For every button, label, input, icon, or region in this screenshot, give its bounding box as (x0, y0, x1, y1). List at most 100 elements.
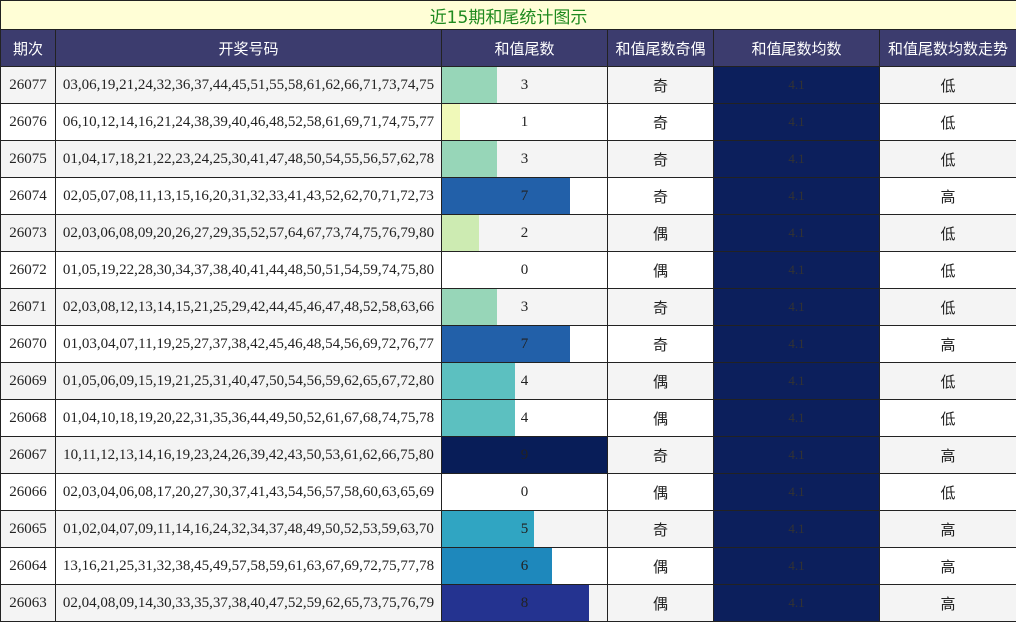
tail-bar (442, 363, 515, 399)
numbers-cell: 02,03,06,08,09,20,26,27,29,35,52,57,64,6… (56, 215, 442, 252)
period-cell: 26076 (1, 104, 56, 141)
trend-cell: 高 (880, 548, 1016, 585)
tail-cell: 6 (442, 548, 608, 585)
average-cell: 4.1 (714, 585, 880, 622)
tail-bar (442, 548, 552, 584)
parity-cell: 偶 (608, 585, 714, 622)
tail-value: 3 (521, 299, 529, 315)
trend-cell: 低 (880, 215, 1016, 252)
numbers-cell: 01,02,04,07,09,11,14,16,24,32,34,37,48,4… (56, 511, 442, 548)
tail-value: 9 (521, 447, 529, 463)
tail-bar (442, 67, 497, 103)
parity-cell: 奇 (608, 511, 714, 548)
parity-cell: 偶 (608, 363, 714, 400)
numbers-cell: 02,03,08,12,13,14,15,21,25,29,42,44,45,4… (56, 289, 442, 326)
parity-cell: 奇 (608, 104, 714, 141)
period-cell: 26063 (1, 585, 56, 622)
trend-cell: 低 (880, 400, 1016, 437)
tail-cell: 7 (442, 178, 608, 215)
tail-cell: 1 (442, 104, 608, 141)
numbers-cell: 02,05,07,08,11,13,15,16,20,31,32,33,41,4… (56, 178, 442, 215)
tail-value: 1 (521, 114, 529, 130)
column-header: 期次 (1, 30, 56, 67)
tail-value: 7 (521, 188, 529, 204)
tail-bar (442, 511, 534, 547)
tail-value: 5 (521, 521, 529, 537)
tail-value: 4 (521, 373, 529, 389)
tail-bar (442, 141, 497, 177)
tail-value: 0 (521, 262, 529, 278)
parity-cell: 奇 (608, 289, 714, 326)
tail-value: 2 (521, 225, 529, 241)
numbers-cell: 13,16,21,25,31,32,38,45,49,57,58,59,61,6… (56, 548, 442, 585)
tail-bar (442, 585, 589, 621)
table-title: 近15期和尾统计图示 (1, 1, 1016, 30)
tail-cell: 8 (442, 585, 608, 622)
average-cell: 4.1 (714, 178, 880, 215)
tail-bar (442, 326, 570, 362)
tail-bar (442, 400, 515, 436)
period-cell: 26071 (1, 289, 56, 326)
parity-cell: 奇 (608, 178, 714, 215)
tail-bar (442, 289, 497, 325)
tail-bar (442, 215, 479, 251)
period-cell: 26064 (1, 548, 56, 585)
tail-cell: 3 (442, 141, 608, 178)
parity-cell: 奇 (608, 437, 714, 474)
period-cell: 26077 (1, 67, 56, 104)
column-header: 和值尾数 (442, 30, 608, 67)
parity-cell: 奇 (608, 326, 714, 363)
average-cell: 4.1 (714, 474, 880, 511)
tail-cell: 5 (442, 511, 608, 548)
average-cell: 4.1 (714, 437, 880, 474)
numbers-cell: 01,04,17,18,21,22,23,24,25,30,41,47,48,5… (56, 141, 442, 178)
period-cell: 26075 (1, 141, 56, 178)
trend-cell: 高 (880, 326, 1016, 363)
header-row: 期次开奖号码和值尾数和值尾数奇偶和值尾数均数和值尾数均数走势 (1, 30, 1016, 67)
trend-cell: 低 (880, 104, 1016, 141)
parity-cell: 偶 (608, 215, 714, 252)
period-cell: 26068 (1, 400, 56, 437)
column-header: 和值尾数均数 (714, 30, 880, 67)
period-cell: 26066 (1, 474, 56, 511)
tail-cell: 0 (442, 252, 608, 289)
numbers-cell: 10,11,12,13,14,16,19,23,24,26,39,42,43,5… (56, 437, 442, 474)
average-cell: 4.1 (714, 326, 880, 363)
period-cell: 26069 (1, 363, 56, 400)
period-cell: 26074 (1, 178, 56, 215)
column-header: 和值尾数均数走势 (880, 30, 1016, 67)
average-cell: 4.1 (714, 215, 880, 252)
tail-cell: 9 (442, 437, 608, 474)
average-cell: 4.1 (714, 400, 880, 437)
numbers-cell: 01,03,04,07,11,19,25,27,37,38,42,45,46,4… (56, 326, 442, 363)
average-cell: 4.1 (714, 289, 880, 326)
period-cell: 26065 (1, 511, 56, 548)
tail-cell: 2 (442, 215, 608, 252)
period-cell: 26072 (1, 252, 56, 289)
average-cell: 4.1 (714, 141, 880, 178)
parity-cell: 偶 (608, 400, 714, 437)
average-cell: 4.1 (714, 363, 880, 400)
numbers-cell: 01,05,06,09,15,19,21,25,31,40,47,50,54,5… (56, 363, 442, 400)
numbers-cell: 02,04,08,09,14,30,33,35,37,38,40,47,52,5… (56, 585, 442, 622)
tail-value: 8 (521, 595, 529, 611)
tail-cell: 4 (442, 363, 608, 400)
tail-value: 6 (521, 558, 529, 574)
parity-cell: 偶 (608, 252, 714, 289)
trend-cell: 低 (880, 474, 1016, 511)
numbers-cell: 02,03,04,06,08,17,20,27,30,37,41,43,54,5… (56, 474, 442, 511)
tail-cell: 7 (442, 326, 608, 363)
column-header: 和值尾数奇偶 (608, 30, 714, 67)
tail-cell: 4 (442, 400, 608, 437)
